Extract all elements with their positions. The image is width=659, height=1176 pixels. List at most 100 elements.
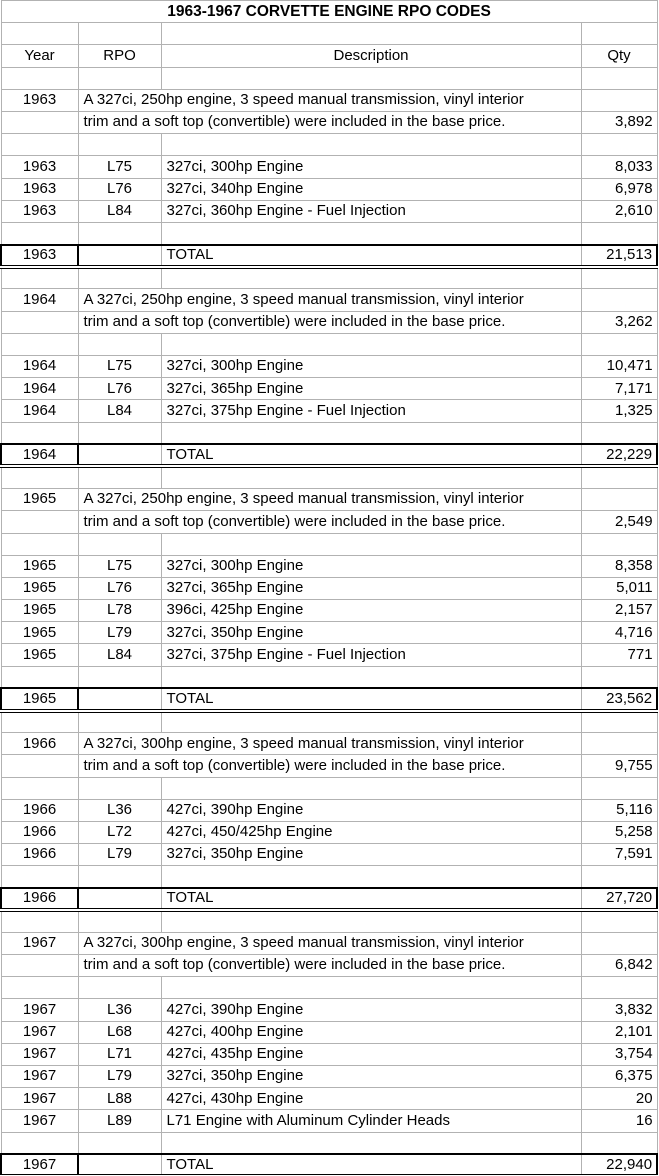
spacer-row: [0, 421, 658, 445]
cell-blank: [0, 1131, 79, 1155]
cell-qty: 2,157: [580, 599, 658, 623]
base-price-note-line2: trim and a soft top (convertible) were i…: [77, 510, 582, 534]
note-row: 1964 A 327ci, 250hp engine, 3 speed manua…: [0, 288, 658, 312]
cell-blank: [77, 66, 162, 90]
cell-year: 1965: [0, 599, 79, 623]
cell-year: 1965: [0, 554, 79, 578]
cell-qty: 7,591: [580, 843, 658, 867]
cell-description: 427ci, 400hp Engine: [160, 1020, 582, 1044]
spacer-row: [0, 133, 658, 157]
cell-year: 1963: [0, 243, 79, 269]
cell-qty: 3,892: [580, 110, 658, 135]
cell-description: 427ci, 390hp Engine: [160, 798, 582, 822]
cell-year: 1966: [0, 820, 79, 845]
engine-row: 1967 L71 427ci, 435hp Engine 3,754: [0, 1042, 658, 1067]
cell-description: 327ci, 300hp Engine: [160, 155, 582, 179]
cell-blank: [580, 1131, 658, 1155]
cell-blank: [77, 532, 162, 556]
engine-row: 1967 L88 427ci, 430hp Engine 20: [0, 1087, 658, 1111]
cell-year: [0, 954, 79, 978]
base-price-note-line1: A 327ci, 250hp engine, 3 speed manual tr…: [77, 88, 582, 112]
cell-year: [0, 510, 79, 534]
cell-blank: [580, 976, 658, 1000]
cell-blank: [160, 66, 582, 90]
engine-row: 1967 L79 327ci, 350hp Engine 6,375: [0, 1064, 658, 1089]
cell-rpo: L68: [77, 1020, 162, 1044]
total-qty: 22,940: [580, 1153, 659, 1176]
engine-row: 1965 L79 327ci, 350hp Engine 4,716: [0, 621, 658, 645]
cell-blank: [77, 332, 162, 357]
cell-year: 1965: [0, 643, 79, 667]
cell-qty: [580, 488, 658, 512]
cell-blank: [580, 665, 658, 689]
engine-row: 1965 L78 396ci, 425hp Engine 2,157: [0, 599, 658, 623]
cell-blank: [580, 865, 658, 889]
engine-row: 1964 L76 327ci, 365hp Engine 7,171: [0, 377, 658, 401]
cell-year: 1965: [0, 687, 79, 713]
cell-blank: [77, 776, 162, 800]
cell-description: 327ci, 340hp Engine: [160, 177, 582, 201]
cell-blank: [580, 133, 658, 157]
cell-qty: [580, 88, 658, 112]
engine-row: 1966 L72 427ci, 450/425hp Engine 5,258: [0, 820, 658, 845]
cell-year: 1964: [0, 354, 79, 379]
cell-blank: [160, 332, 582, 357]
base-price-note-line2: trim and a soft top (convertible) were i…: [77, 310, 582, 334]
note-row: 1965 A 327ci, 250hp engine, 3 speed manua…: [0, 488, 658, 512]
total-label: TOTAL: [160, 1153, 582, 1176]
cell-blank: [77, 22, 162, 46]
cell-year: 1967: [0, 1042, 79, 1067]
cell-year: 1964: [0, 399, 79, 423]
cell-qty: [580, 931, 658, 956]
cell-blank: [160, 909, 582, 933]
cell-rpo: [77, 443, 162, 469]
cell-blank: [77, 909, 162, 933]
cell-blank: [0, 221, 79, 246]
cell-qty: 7,171: [580, 377, 658, 401]
cell-year: 1966: [0, 732, 79, 756]
cell-rpo: L76: [77, 576, 162, 601]
cell-description: 327ci, 350hp Engine: [160, 1064, 582, 1089]
cell-description: 327ci, 360hp Engine - Fuel Injection: [160, 199, 582, 223]
cell-qty: 3,754: [580, 1042, 658, 1067]
note-row: trim and a soft top (convertible) were i…: [0, 110, 658, 135]
base-price-note-line1: A 327ci, 300hp engine, 3 speed manual tr…: [77, 732, 582, 756]
cell-description: 327ci, 365hp Engine: [160, 576, 582, 601]
cell-rpo: L71: [77, 1042, 162, 1067]
cell-description: 327ci, 300hp Engine: [160, 354, 582, 379]
cell-rpo: L84: [77, 399, 162, 423]
total-qty: 22,229: [580, 443, 659, 469]
cell-rpo: [77, 1153, 162, 1176]
cell-blank: [77, 221, 162, 246]
cell-year: [0, 754, 79, 778]
total-row: 1967 TOTAL 22,940: [0, 1153, 659, 1176]
cell-blank: [77, 133, 162, 157]
cell-rpo: [77, 243, 162, 269]
cell-rpo: L72: [77, 820, 162, 845]
cell-description: 327ci, 375hp Engine - Fuel Injection: [160, 643, 582, 667]
cell-rpo: L78: [77, 599, 162, 623]
note-row: trim and a soft top (convertible) were i…: [0, 510, 658, 534]
note-row: 1967 A 327ci, 300hp engine, 3 speed manua…: [0, 931, 658, 956]
engine-row: 1964 L84 327ci, 375hp Engine - Fuel Inject…: [0, 399, 658, 423]
note-row: trim and a soft top (convertible) were i…: [0, 754, 658, 778]
base-price-note-line1: A 327ci, 250hp engine, 3 speed manual tr…: [77, 488, 582, 512]
cell-qty: 2,610: [580, 199, 658, 223]
cell-blank: [580, 421, 658, 445]
cell-rpo: L79: [77, 621, 162, 645]
page-title: 1963-1967 CORVETTE ENGINE RPO CODES: [0, 0, 658, 24]
cell-rpo: L75: [77, 554, 162, 578]
total-row: 1963 TOTAL 21,513: [0, 243, 659, 269]
cell-blank: [160, 709, 582, 734]
cell-blank: [160, 776, 582, 800]
cell-rpo: L76: [77, 377, 162, 401]
cell-year: 1967: [0, 1087, 79, 1111]
cell-qty: 20: [580, 1087, 658, 1111]
spacer-row: [0, 776, 658, 800]
spacer-row: [0, 709, 658, 734]
cell-blank: [580, 332, 658, 357]
cell-year: 1966: [0, 886, 79, 913]
cell-blank: [580, 532, 658, 556]
cell-blank: [160, 465, 582, 490]
